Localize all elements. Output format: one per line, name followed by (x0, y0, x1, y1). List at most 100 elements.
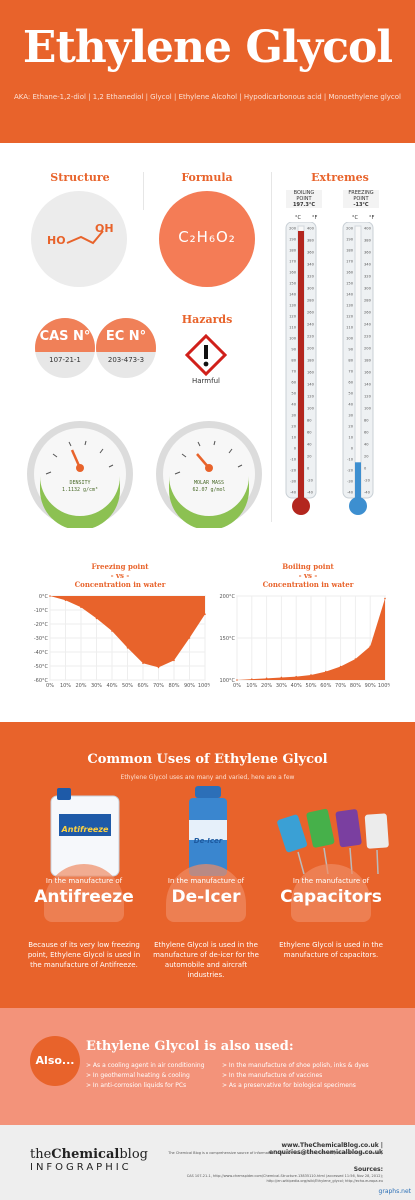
freezing-f-tick-label: 360 (364, 251, 372, 255)
hazard-exclamation-icon (185, 334, 227, 376)
freezing-f-tick-label: 140 (364, 383, 372, 387)
freezing-thermo-tube (354, 225, 362, 499)
chart-data-point (111, 630, 113, 632)
boiling-chart-title-1: Boiling point (282, 562, 334, 571)
footer-contact[interactable]: www.TheChemicalBlog.co.uk | enquiries@th… (269, 1142, 383, 1156)
boiling-f-tick-label: 120 (307, 395, 315, 399)
boiling-c-tick-label: 190 (289, 238, 297, 242)
boiling-c-tick-label: -30 (290, 480, 297, 484)
capacitors-circle (291, 864, 371, 922)
boiling-f-tick-label: 240 (307, 323, 315, 327)
watermark[interactable]: graphs.net (378, 1188, 411, 1195)
boiling-f-tick-label: 40 (307, 443, 312, 447)
boiling-c-tick-label: 30 (291, 414, 296, 418)
freezing-c-tick-label: 140 (346, 293, 354, 297)
chart-data-point (310, 674, 312, 676)
freezing-f-tick-label: 320 (364, 275, 372, 279)
boiling-f-tick-label: 0 (307, 467, 310, 471)
freezing-c-tick-label: 150 (346, 282, 354, 286)
freezing-f-tick-label: 340 (364, 263, 372, 267)
cas-label: CAS N° (35, 318, 95, 352)
boiling-c-tick-label: -20 (290, 469, 297, 473)
chart-data-point (157, 666, 160, 669)
boiling-f-tick-label: 100 (307, 407, 315, 411)
ec-label: EC N° (96, 318, 156, 352)
footer-logo-sub: INFOGRAPHIC (30, 1162, 132, 1173)
freezing-f-tick-label: 220 (364, 335, 372, 339)
freezing-f-tick-label: 40 (364, 443, 369, 447)
boiling-c-tick-label: 150 (289, 282, 297, 286)
use-name-antifreeze: Antifreeze (34, 887, 134, 907)
freezing-point-label: FREEZING POINT -13°C (343, 190, 379, 208)
divider (143, 172, 144, 210)
boiling-c-tick-label: -10 (290, 458, 297, 462)
boiling-f-tick-label: 340 (307, 263, 315, 267)
density-gauge-value: 1.1132 g/cm³ (61, 487, 99, 493)
boiling-point-chart: 0% 10% 20% 30% 40%50% 60% 70% 80% 90%100% 200°C 15… (219, 594, 390, 689)
cas-value: 107-21-1 (49, 356, 81, 364)
freezing-f-tick-label: 240 (364, 323, 372, 327)
boiling-chart-title: Boiling point - vs - Concentration in wa… (248, 562, 368, 589)
freezing-f-tick-label: -20 (364, 479, 371, 483)
freezing-c-tick-label: 70 (348, 370, 353, 374)
chart-x-tick-label: 80% (168, 683, 179, 689)
footer (0, 1125, 415, 1200)
freezing-f-tick-label: 60 (364, 431, 369, 435)
chart-y-tick-label: 100°C (219, 678, 235, 684)
density-gauge (27, 421, 133, 528)
divider (271, 172, 272, 522)
freezing-c-tick-label: 30 (348, 414, 353, 418)
freezing-chart-title: Freezing point - vs - Concentration in w… (60, 562, 180, 589)
freezing-c-tick-label: 60 (348, 381, 353, 385)
sources-heading: Sources: (353, 1166, 383, 1173)
chart-data-point (295, 675, 297, 678)
freezing-point-value: -13°C (353, 202, 369, 208)
boiling-f-tick-label: 380 (307, 239, 315, 243)
chart-data-point (325, 670, 327, 673)
boiling-unit-c: °C (295, 215, 301, 221)
boiling-c-tick-label: 70 (291, 370, 296, 374)
use-name-deicer: De-Icer (171, 887, 241, 907)
molar-mass-gauge-label: MOLAR MASS (193, 480, 225, 486)
chart-x-tick-label: 10% (246, 683, 257, 689)
freezing-c-tick-label: -10 (347, 458, 354, 462)
boiling-c-tick-label: 100 (289, 337, 297, 341)
page-title: Ethylene Glycol (22, 22, 393, 73)
freezing-f-tick-label: 0 (364, 467, 367, 471)
freezing-point-chart: 0% 10% 20% 30% 40% 50% 60% 70% 80% 90%100% 0°C -10°… (34, 594, 210, 689)
use-prefix: In the manufacture of (167, 877, 245, 885)
deicer-circle (166, 864, 246, 922)
chart-x-tick-label: 90% (184, 683, 195, 689)
boiling-f-tick-label: 180 (307, 359, 315, 363)
freezing-f-tick-label: 20 (364, 455, 369, 459)
antifreeze-circle (44, 864, 124, 922)
boiling-c-tick-label: 130 (289, 304, 297, 308)
freezing-c-tick-label: 160 (346, 271, 354, 275)
also-item: > In the manufacture of vaccines (222, 1072, 323, 1079)
also-title: Ethylene Glycol is also used: (86, 1039, 294, 1054)
freezing-c-tick-label: 20 (348, 425, 353, 429)
boiling-f-tick-label: -40 (307, 491, 314, 495)
chart-y-tick-label: -50°C (34, 664, 49, 670)
also-item: > In the manufacture of shoe polish, ink… (222, 1062, 369, 1069)
chart-data-point (236, 679, 238, 681)
chart-x-tick-label: 80% (350, 683, 361, 689)
chart-y-tick-label: -20°C (34, 622, 49, 628)
freezing-c-tick-label: 40 (348, 403, 353, 407)
also-badge: Also... (30, 1036, 80, 1086)
boiling-f-tick-label: 400 (307, 227, 315, 231)
sources-text: CAS 107-21-1, http://www.chemspider.com/… (186, 1174, 383, 1183)
freezing-c-tick-label: 10 (348, 436, 353, 440)
freezing-f-tick-label: -40 (364, 491, 371, 495)
use-desc-capacitors: Ethylene Glycol is used in the manufactu… (279, 941, 383, 959)
use-desc-antifreeze: Because of its very low freezing point, … (27, 941, 141, 969)
structure-heading: Structure (50, 171, 110, 184)
chart-y-tick-label: -60°C (34, 678, 49, 684)
boiling-thermo-bulb (292, 497, 310, 515)
boiling-f-tick-label: 200 (307, 347, 315, 351)
molar-mass-gauge-value: 62.07 g/mol (192, 487, 226, 493)
chart-data-point (280, 676, 283, 679)
use-prefix: In the manufacture of (292, 877, 370, 885)
freezing-f-tick-label: 300 (364, 287, 372, 291)
boiling-c-tick-label: 160 (289, 271, 297, 275)
